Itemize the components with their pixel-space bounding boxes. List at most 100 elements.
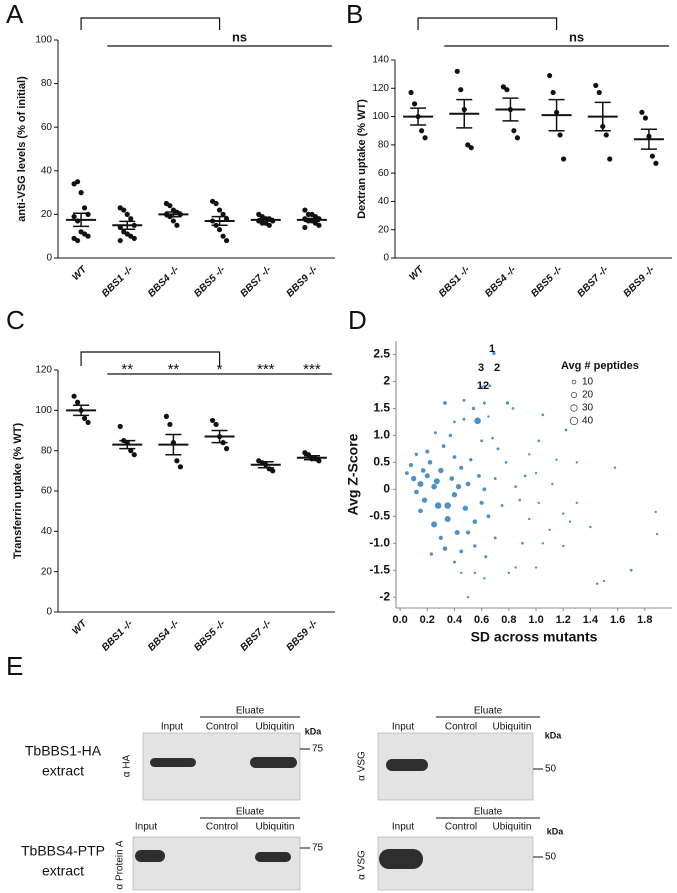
data-point <box>596 89 602 96</box>
group-label: Eluate <box>236 807 265 818</box>
y-tick-label: 1.5 <box>373 401 390 415</box>
data-point <box>462 398 466 402</box>
legend-marker <box>571 379 577 385</box>
x-tick-label: 0.0 <box>392 614 407 626</box>
data-point <box>462 505 469 511</box>
data-point <box>642 115 649 121</box>
data-point <box>452 455 457 459</box>
x-tick-label: BBS5 -/- <box>192 618 228 654</box>
data-point <box>483 384 486 387</box>
data-point <box>479 500 484 505</box>
data-point <box>443 401 447 405</box>
significance-label: ns <box>569 29 584 44</box>
data-point <box>174 458 180 464</box>
panel-letter: A <box>6 0 24 29</box>
x-tick-label: BBS5 -/- <box>192 264 228 300</box>
data-point <box>438 467 444 474</box>
marker-label: 75 <box>312 744 324 755</box>
point-label: 2 <box>494 362 500 374</box>
data-point <box>466 596 470 599</box>
lane-label: Input <box>392 722 414 733</box>
y-tick-label: -2 <box>379 589 390 603</box>
y-tick-label: 20 <box>41 209 53 220</box>
data-point <box>473 544 477 548</box>
data-point <box>477 473 481 478</box>
data-point <box>454 68 460 74</box>
data-point <box>220 233 226 239</box>
unit-label: kDa <box>547 826 565 836</box>
data-point <box>305 452 312 458</box>
data-point <box>429 552 434 556</box>
data-point <box>433 431 437 435</box>
y-tick-label: 40 <box>41 165 53 176</box>
data-point <box>537 439 541 443</box>
marker-label: 75 <box>312 843 324 854</box>
data-point <box>462 417 466 421</box>
data-point <box>507 571 511 575</box>
y-tick-label: 0 <box>383 253 389 264</box>
data-point <box>562 544 565 548</box>
data-point <box>408 89 414 96</box>
data-point <box>441 444 446 449</box>
y-tick-label: 80 <box>41 445 53 456</box>
data-point <box>564 428 568 432</box>
significance-label: * <box>217 361 223 378</box>
data-point <box>550 89 556 96</box>
data-point <box>486 514 491 519</box>
x-tick-label: 1.4 <box>583 614 599 626</box>
lane-label: Input <box>135 822 157 833</box>
data-point <box>124 211 130 217</box>
data-point <box>71 393 77 399</box>
significance-label: ** <box>168 361 180 378</box>
data-point <box>639 109 645 115</box>
data-point <box>511 128 517 134</box>
data-point <box>302 207 308 213</box>
data-point <box>427 460 433 465</box>
y-tick-label: 20 <box>41 566 53 577</box>
data-point <box>471 406 476 411</box>
data-point <box>209 417 216 424</box>
point-label: 12 <box>477 380 489 392</box>
data-point <box>81 205 88 211</box>
x-tick-label: BBS4 -/- <box>146 618 182 654</box>
lane-label: Control <box>206 822 238 833</box>
data-point <box>417 480 424 487</box>
data-point <box>121 207 127 213</box>
data-point <box>480 439 484 443</box>
y-tick-label: 1.0 <box>373 428 390 442</box>
data-point <box>452 560 456 564</box>
data-point <box>444 502 451 509</box>
data-point <box>487 415 490 418</box>
y-tick-label: 60 <box>41 486 53 497</box>
legend-marker <box>570 391 578 399</box>
data-point <box>316 222 322 228</box>
data-point <box>653 160 659 166</box>
y-axis-label: Avg Z-Score <box>345 433 361 515</box>
data-point <box>78 190 84 196</box>
y-tick-label: -0.5 <box>369 508 390 522</box>
data-point <box>418 508 423 514</box>
data-point <box>523 474 527 478</box>
y-tick-label: 0 <box>46 607 52 618</box>
group-label: Eluate <box>474 706 503 717</box>
data-point <box>465 481 471 487</box>
data-point <box>131 235 137 241</box>
x-tick-label: 1.2 <box>556 614 571 626</box>
legend-label: 40 <box>582 416 594 427</box>
x-tick-label: 0.6 <box>474 614 489 626</box>
data-point <box>474 417 481 425</box>
data-point <box>528 453 531 456</box>
data-point <box>541 413 545 417</box>
y-tick-label: 60 <box>41 122 53 133</box>
data-point <box>602 579 606 583</box>
data-point <box>557 132 563 138</box>
significance-label: ** <box>121 361 133 378</box>
data-point <box>408 462 414 468</box>
data-point <box>546 72 553 79</box>
significance-bracket <box>80 17 221 30</box>
data-point <box>555 458 558 461</box>
group-label: Eluate <box>474 807 503 818</box>
data-point <box>518 498 522 502</box>
data-point <box>514 135 521 141</box>
